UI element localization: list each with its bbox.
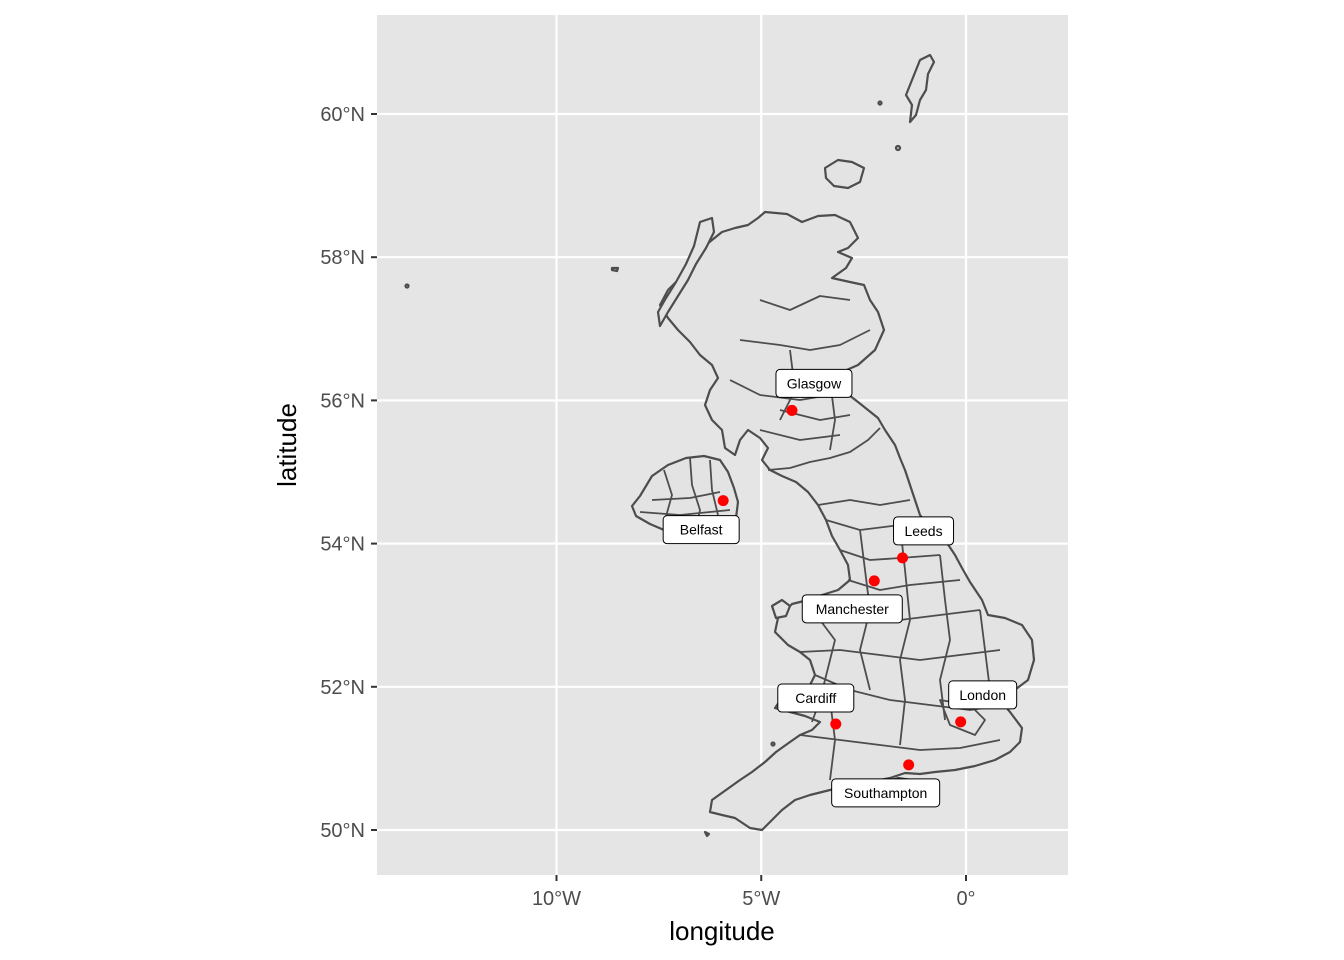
x-tick-label: 5°W xyxy=(742,888,780,910)
y-tick-label: 52°N xyxy=(320,677,365,699)
foula xyxy=(877,100,883,106)
y-tick-label: 60°N xyxy=(320,104,365,126)
rockall xyxy=(404,283,410,289)
city-cardiff: Cardiff xyxy=(777,683,855,730)
y-tick-label: 54°N xyxy=(320,534,365,556)
outer-hebrides xyxy=(656,216,716,328)
isles-of-scilly xyxy=(703,830,711,838)
city-label-box xyxy=(777,683,855,713)
city-label-box xyxy=(893,516,955,546)
city-label-box xyxy=(775,368,853,398)
city-belfast: Belfast xyxy=(662,495,740,545)
st-kilda xyxy=(610,266,620,273)
city-manchester: Manchester xyxy=(801,575,903,624)
y-axis-title: latitude xyxy=(272,403,302,487)
city-leeds: Leeds xyxy=(893,516,955,564)
y-tick-label: 50°N xyxy=(320,820,365,842)
scotland-england-border xyxy=(767,427,881,471)
city-label: Leeds xyxy=(904,523,942,539)
city-point xyxy=(903,759,915,771)
city-point xyxy=(868,575,880,587)
axes: 10°W 5°W 0° 50°N 52°N 54°N 56°N 58°N 60°N longi… xyxy=(272,104,976,946)
anglesey xyxy=(770,598,792,620)
x-tick-label: 10°W xyxy=(532,888,581,910)
y-tick-label: 56°N xyxy=(320,390,365,412)
city-label: Glasgow xyxy=(787,375,842,391)
lundy xyxy=(770,741,776,747)
city-label: Belfast xyxy=(680,522,723,538)
city-label-box xyxy=(831,778,941,808)
x-axis-ticks: 10°W 5°W 0° xyxy=(532,875,976,910)
city-point xyxy=(786,404,798,416)
orkney-islands xyxy=(823,158,866,190)
shetland-islands xyxy=(904,53,936,124)
city-point xyxy=(830,718,842,730)
city-point xyxy=(717,495,729,507)
city-markers: Glasgow Belfast Leeds Manchester Cardiff Lond… xyxy=(662,368,1018,808)
city-label-box xyxy=(948,680,1018,710)
fair-isle xyxy=(894,144,902,152)
city-label: Cardiff xyxy=(795,690,836,706)
city-point xyxy=(955,716,967,728)
city-label: London xyxy=(959,687,1006,703)
city-label: Southampton xyxy=(844,785,927,801)
northern-ireland-county-borders xyxy=(639,457,731,533)
y-axis-ticks: 50°N 52°N 54°N 56°N 58°N 60°N xyxy=(320,104,377,842)
city-label-box xyxy=(801,594,903,624)
city-london: London xyxy=(948,680,1018,728)
city-label: Manchester xyxy=(816,601,889,617)
x-axis-title: longitude xyxy=(669,916,775,946)
city-label-box xyxy=(662,515,740,545)
x-tick-label: 0° xyxy=(956,888,975,910)
city-glasgow: Glasgow xyxy=(775,368,853,416)
y-tick-label: 58°N xyxy=(320,247,365,269)
city-point xyxy=(897,552,909,564)
city-southampton: Southampton xyxy=(831,759,941,808)
